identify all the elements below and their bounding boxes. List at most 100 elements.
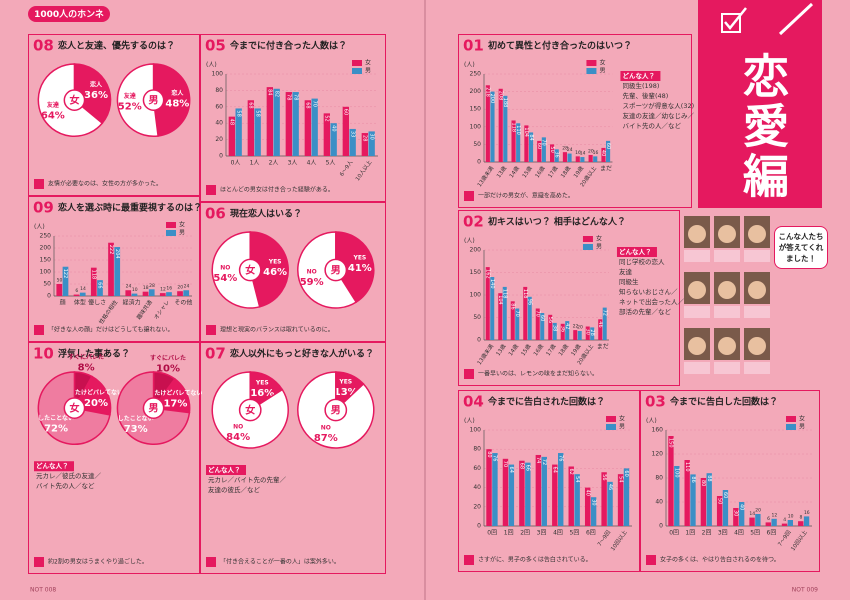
legend-swatch xyxy=(786,416,796,422)
photo-face xyxy=(748,281,766,299)
bar-value: 28 xyxy=(149,283,155,289)
comment: 「付き合えることが一番の人」は案外多い。 xyxy=(220,558,340,566)
x-tick-label: 13歳 xyxy=(494,342,508,357)
y-unit: (人) xyxy=(34,224,45,231)
x-tick-label: 6回 xyxy=(586,530,596,537)
x-tick-label: 13歳未満 xyxy=(475,342,495,366)
slice-value: 48% xyxy=(165,99,189,110)
comment: 理想と現実のバランスは取れているのに。 xyxy=(220,326,334,334)
photo-face xyxy=(688,225,706,243)
y-tick-label: 150 xyxy=(470,106,482,113)
note: 元カレ／バイト先の先輩／ xyxy=(208,475,287,484)
y-unit: (人) xyxy=(646,418,657,425)
comment: 女子の多くは、やはり告白されるのを待つ。 xyxy=(660,556,780,564)
bar-value: 38 xyxy=(551,325,557,331)
bar xyxy=(755,514,761,526)
bar xyxy=(515,308,520,340)
note: 同じ学校の恋人 xyxy=(619,257,665,266)
bar xyxy=(565,321,570,340)
y-tick-label: 40 xyxy=(655,499,663,506)
pie-center xyxy=(238,258,262,282)
slice-value: 64% xyxy=(41,110,65,121)
bar xyxy=(108,242,114,296)
y-tick-label: 100 xyxy=(40,269,52,276)
panel-border xyxy=(200,202,386,342)
bar xyxy=(62,266,69,296)
slice-label: すぐにバレた xyxy=(68,353,104,361)
bar xyxy=(304,100,311,156)
y-unit: (人) xyxy=(464,238,475,245)
slice-label: したけどバレてない xyxy=(69,388,123,396)
x-tick-label: 14歳 xyxy=(506,342,520,357)
section-header xyxy=(698,0,822,208)
bar xyxy=(574,474,580,526)
bar-value: 60 xyxy=(536,143,542,149)
notes-head: どんな人？ xyxy=(619,247,652,256)
bar-value: 78 xyxy=(286,94,292,100)
y-unit: (人) xyxy=(464,418,475,425)
note: バイト先の人／など xyxy=(36,481,95,490)
panel-number: 04 xyxy=(463,393,484,411)
bar-value: 28 xyxy=(589,329,595,335)
y-tick-label: 250 xyxy=(470,71,482,78)
bar xyxy=(716,496,723,526)
bar xyxy=(541,137,546,162)
bar-value: 56 xyxy=(547,317,553,323)
bar xyxy=(97,280,103,296)
y-tick-label: 50 xyxy=(473,314,481,321)
bar-value: 33 xyxy=(349,131,355,137)
bar xyxy=(588,154,593,162)
bar-value: 118 xyxy=(522,289,528,299)
panel-border xyxy=(458,390,640,572)
bar-value: 80 xyxy=(700,480,706,486)
bar-value: 16 xyxy=(166,286,172,292)
note: 先輩、後輩(48) xyxy=(622,91,668,100)
photo-caption xyxy=(744,306,770,318)
y-tick-label: 120 xyxy=(652,451,664,458)
slice-value: 17% xyxy=(163,399,187,410)
notes-head-bg xyxy=(206,465,246,475)
pie-name: 女 xyxy=(69,94,79,107)
bar xyxy=(739,502,745,526)
slice-label: NO xyxy=(220,265,230,272)
y-unit: (人) xyxy=(206,62,217,69)
bar-value: 48 xyxy=(229,119,235,125)
bar xyxy=(590,327,595,340)
bar-value: 30 xyxy=(584,329,590,335)
legend-swatch xyxy=(586,68,597,74)
bar xyxy=(601,472,607,526)
y-tick-label: 150 xyxy=(40,257,52,264)
bar-value: 62 xyxy=(568,468,574,474)
bar xyxy=(183,290,190,296)
legend-label: 女 xyxy=(365,59,371,67)
bar xyxy=(323,113,330,156)
pie-center xyxy=(63,89,86,111)
bar xyxy=(722,490,729,526)
bar xyxy=(771,518,777,526)
bar xyxy=(79,292,86,296)
panel-border xyxy=(458,34,692,208)
photo-caption xyxy=(714,362,740,374)
bar xyxy=(148,289,155,296)
bar xyxy=(558,453,564,526)
bar xyxy=(803,516,810,526)
bar-value: 8 xyxy=(800,515,803,521)
photo-face xyxy=(748,337,766,355)
bar xyxy=(311,98,318,156)
bar-value: 200 xyxy=(489,94,495,104)
bar xyxy=(511,120,516,162)
panel-title: 恋人を選ぶ時に最重要視するのは？ xyxy=(57,202,202,214)
x-tick-label: 2回 xyxy=(702,530,712,537)
legend-label: 男 xyxy=(619,424,625,431)
bar-value: 20 xyxy=(588,148,594,154)
bar-value: 110 xyxy=(684,462,690,472)
bar xyxy=(503,95,508,162)
y-tick-label: 0 xyxy=(659,523,663,530)
bar-value: 46 xyxy=(597,321,603,327)
bar xyxy=(485,85,490,162)
slice-value: 41% xyxy=(348,263,372,274)
panel-number: 06 xyxy=(205,205,226,223)
comment-icon xyxy=(464,191,474,201)
y-tick-label: 0 xyxy=(477,337,481,344)
